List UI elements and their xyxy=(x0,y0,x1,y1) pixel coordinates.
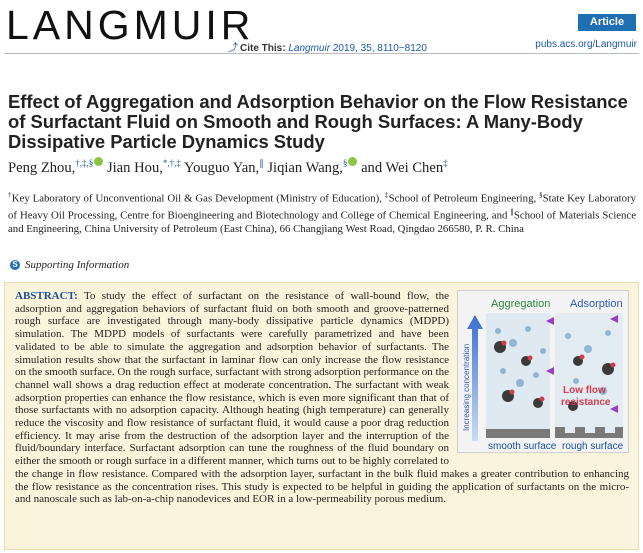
article-type-badge: Article xyxy=(578,14,636,31)
supporting-information-link[interactable]: S Supporting Information xyxy=(10,259,129,271)
citation-line[interactable]: ⤴ Cite This: Langmuir 2019, 35, 8110−8120 xyxy=(228,39,427,54)
header-rule xyxy=(4,53,639,54)
concentration-arrow xyxy=(467,315,483,441)
author-name[interactable]: and Wei Chen xyxy=(361,159,444,176)
affiliation-text: State Key Laboratory of Heavy Oil Proces… xyxy=(8,192,637,222)
toc-label-concentration: Increasing concentration xyxy=(462,344,471,431)
toc-label-low-flow: Low flow xyxy=(563,385,606,396)
author-affiliation-marks: ∥ xyxy=(259,158,264,168)
author-affiliation-marks: § xyxy=(342,158,348,168)
author-name[interactable]: Jiqian Wang, xyxy=(267,159,343,176)
affiliation-text: Key Laboratory of Unconventional Oil & G… xyxy=(11,192,385,205)
author-name[interactable]: Jian Hou, xyxy=(106,159,163,176)
affiliation-mark: † xyxy=(8,191,12,199)
supporting-info-icon: S xyxy=(10,260,20,270)
fluid-particles xyxy=(495,326,611,395)
author-name[interactable]: Youguo Yan, xyxy=(184,159,260,176)
surfactant-heads xyxy=(501,340,616,402)
abstract-label: ABSTRACT: xyxy=(15,290,78,302)
toc-label-smooth-surface: smooth surface xyxy=(488,441,557,452)
journal-logo: LANGMUIR xyxy=(6,2,255,48)
abstract: Aggregation Adsorption Increasing concen… xyxy=(15,290,629,506)
author-affiliation-marks: *,†,‡ xyxy=(162,158,181,168)
supporting-info-label: Supporting Information xyxy=(25,259,130,271)
toc-graphic: Aggregation Adsorption Increasing concen… xyxy=(457,290,629,453)
toc-label-aggregation: Aggregation xyxy=(491,298,550,310)
toc-graphic-svg: Aggregation Adsorption Increasing concen… xyxy=(458,291,628,452)
surfactant-aggregates xyxy=(494,341,614,411)
affiliations: †Key Laboratory of Unconventional Oil & … xyxy=(8,189,636,237)
toc-label-rough-surface: rough surface xyxy=(562,441,624,452)
affiliation-mark: ∥ xyxy=(510,208,514,217)
toc-label-resistance: resistance xyxy=(561,397,611,408)
author-affiliation-marks: ‡ xyxy=(443,158,448,168)
orcid-icon[interactable] xyxy=(94,157,104,166)
affiliation-mark: ‡ xyxy=(384,191,389,199)
orcid-icon[interactable] xyxy=(348,157,358,166)
abstract-text: To study the effect of surfactant on the… xyxy=(15,290,629,506)
affiliation-text: School of Petroleum Engineering, xyxy=(388,192,540,205)
smooth-panel xyxy=(486,313,550,438)
affiliation-mark: § xyxy=(539,191,543,199)
rough-wall xyxy=(555,427,623,438)
article-title: Effect of Aggregation and Adsorption Beh… xyxy=(8,91,628,152)
flow-arrows xyxy=(546,315,618,413)
author-list: Peng Zhou,†,‡,§ Jian Hou,*,†,‡ Youguo Ya… xyxy=(8,157,448,177)
cite-label: Cite This: xyxy=(240,43,286,54)
cite-journal: Langmuir xyxy=(288,43,331,54)
author-affiliation-marks: †,‡,§ xyxy=(75,158,94,168)
smooth-wall xyxy=(486,429,550,438)
author-name[interactable]: Peng Zhou, xyxy=(8,159,76,176)
cite-details: 2019, 35, 8110−8120 xyxy=(332,43,427,54)
affiliation-text: School of Materials Science and Engineer… xyxy=(8,209,636,236)
journal-url[interactable]: pubs.acs.org/Langmuir xyxy=(535,39,637,50)
cite-icon: ⤴ xyxy=(228,43,238,54)
rough-panel xyxy=(555,313,623,438)
toc-label-adsorption: Adsorption xyxy=(570,298,623,310)
